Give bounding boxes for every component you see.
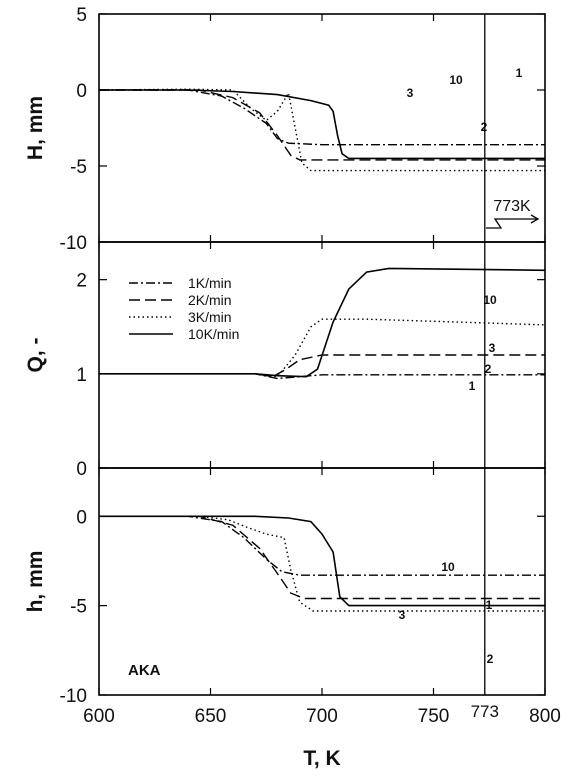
panel-frame xyxy=(98,467,546,696)
series-line-2 xyxy=(99,89,545,161)
y-axis-label: Q, - xyxy=(24,337,47,372)
x-tick-label: 750 xyxy=(418,706,450,727)
series-line-3 xyxy=(98,88,545,172)
marker-arrow-head xyxy=(530,214,540,224)
x-tick-label: 600 xyxy=(83,706,115,727)
marker-773-label: 773K xyxy=(493,198,531,215)
series-line-1 xyxy=(99,373,545,380)
x-tick-label: 800 xyxy=(529,706,561,727)
curve-label-3: 3 xyxy=(399,608,406,622)
y-tick-label: 0 xyxy=(76,81,87,102)
x-axis-label: T, K xyxy=(303,747,340,770)
x-tick-label: 700 xyxy=(306,706,338,727)
y-tick-label: -5 xyxy=(70,157,87,178)
curve-label-1: 1 xyxy=(469,379,476,393)
series-line-1 xyxy=(99,89,545,146)
curve-label-2: 2 xyxy=(485,362,492,376)
curve-label-3: 3 xyxy=(489,341,496,355)
y-tick-label: -10 xyxy=(60,233,87,254)
curve-label-10: 10 xyxy=(449,73,463,87)
y-tick-label: 0 xyxy=(76,507,87,528)
series-line-10 xyxy=(99,515,545,607)
legend-label: 10K/min xyxy=(188,326,239,342)
y-tick-label: -10 xyxy=(60,686,87,707)
series-line-1 xyxy=(99,515,545,576)
series-line-10 xyxy=(99,267,546,378)
series-line-10 xyxy=(99,89,545,160)
marker-arrow-shaft xyxy=(486,218,538,229)
curve-label-1: 1 xyxy=(516,66,523,80)
panel-note-aka: AKA xyxy=(128,662,161,679)
y-tick-label: 1 xyxy=(76,365,87,386)
curve-label-10: 10 xyxy=(441,560,455,574)
series-line-2 xyxy=(99,515,545,600)
y-axis-label: h, mm xyxy=(24,551,47,613)
x-tick-label-773: 773 xyxy=(471,702,499,721)
curve-label-1: 1 xyxy=(486,598,493,612)
legend-label: 3K/min xyxy=(188,309,232,325)
series-line-3 xyxy=(99,318,546,378)
legend-label: 1K/min xyxy=(188,275,232,291)
x-tick-label: 650 xyxy=(195,706,227,727)
legend-label: 2K/min xyxy=(188,292,232,308)
marker-arrow xyxy=(486,214,540,229)
curve-label-3: 3 xyxy=(407,86,414,100)
curve-label-2: 2 xyxy=(487,652,494,666)
y-tick-label: 0 xyxy=(76,459,87,480)
series-line-3 xyxy=(99,515,545,612)
y-tick-label: 5 xyxy=(76,5,87,26)
y-tick-label: -5 xyxy=(70,597,87,618)
y-tick-label: 2 xyxy=(76,271,87,292)
panel-frame xyxy=(98,13,546,243)
y-axis-label: H, mm xyxy=(24,96,47,160)
curve-label-10: 10 xyxy=(483,293,497,307)
